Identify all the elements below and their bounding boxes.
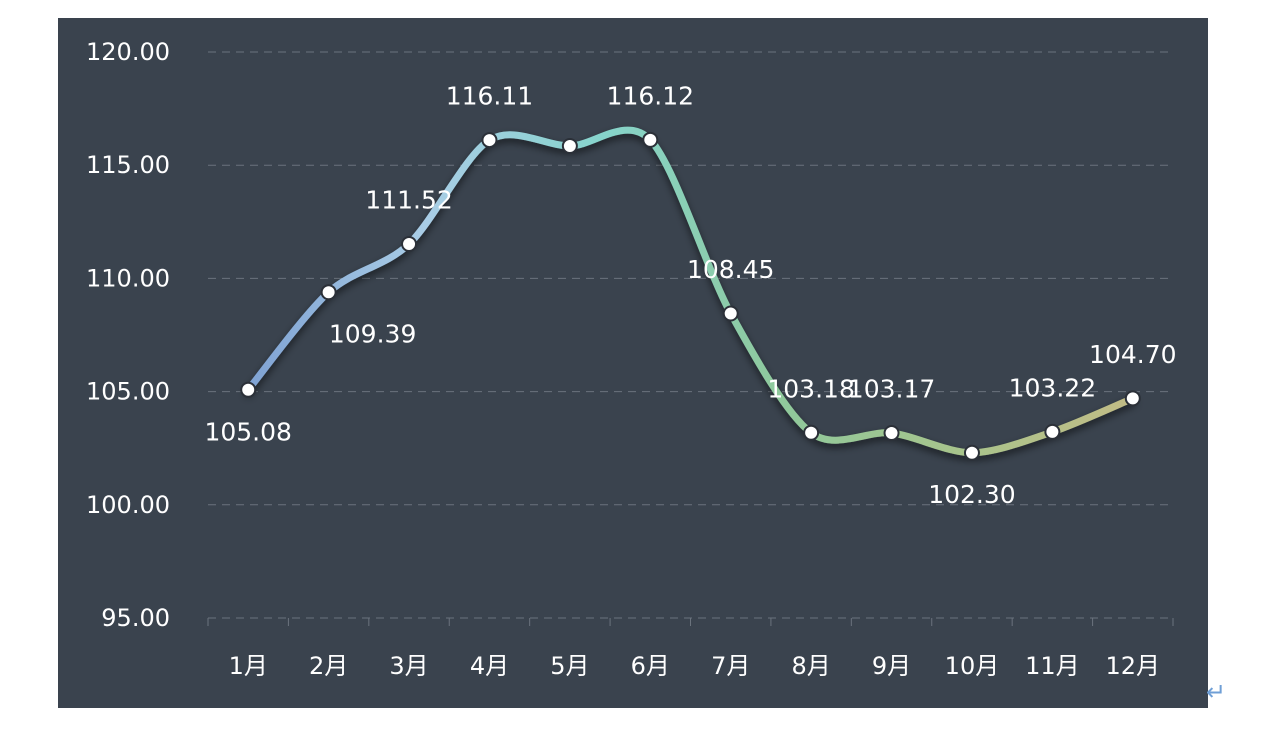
data-label: 111.52 (365, 185, 452, 214)
data-label: 103.17 (848, 375, 935, 404)
x-tick-label: 4月 (470, 652, 509, 680)
y-tick-label: 120.00 (86, 38, 170, 66)
x-tick-label: 5月 (550, 652, 589, 680)
y-tick-label: 110.00 (86, 264, 170, 292)
data-point (642, 131, 659, 148)
data-label: 103.22 (1009, 373, 1096, 402)
y-tick-label: 105.00 (86, 378, 170, 406)
data-label: 103.18 (767, 374, 854, 403)
data-label: 108.45 (687, 255, 774, 284)
x-tick-label: 1月 (229, 652, 268, 680)
data-point (722, 305, 739, 322)
x-tick-label: 6月 (631, 652, 670, 680)
data-label: 116.11 (446, 82, 533, 111)
data-point (240, 381, 257, 398)
data-point (401, 235, 418, 252)
data-label: 102.30 (928, 480, 1015, 509)
data-point (963, 444, 980, 461)
data-label: 116.12 (607, 81, 694, 110)
x-tick-label: 10月 (945, 652, 1000, 680)
y-tick-label: 115.00 (86, 151, 170, 179)
x-tick-label: 9月 (872, 652, 911, 680)
data-point (320, 284, 337, 301)
data-point (481, 132, 498, 149)
data-label: 109.39 (329, 320, 416, 349)
x-tick-label: 11月 (1025, 652, 1080, 680)
return-icon: ↵ (1206, 678, 1227, 706)
series-line (244, 126, 1137, 457)
data-label: 105.08 (204, 417, 291, 446)
x-tick-label: 2月 (309, 652, 348, 680)
data-point (1044, 423, 1061, 440)
y-tick-label: 100.00 (86, 491, 170, 519)
x-tick-label: 8月 (791, 652, 830, 680)
data-point (1124, 390, 1141, 407)
x-tick-label: 12月 (1106, 652, 1161, 680)
x-tick-label: 7月 (711, 652, 750, 680)
data-point (561, 137, 578, 154)
y-tick-label: 95.00 (101, 604, 170, 632)
x-tick-label: 3月 (389, 652, 428, 680)
data-label: 104.70 (1089, 340, 1176, 369)
data-point (883, 425, 900, 442)
data-point (803, 424, 820, 441)
